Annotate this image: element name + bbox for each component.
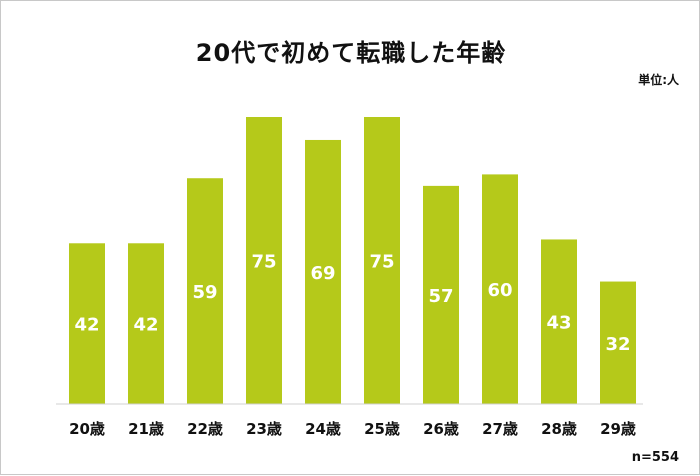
bar-8 xyxy=(482,174,518,404)
bar-value-label-3: 59 xyxy=(192,282,217,303)
category-label-2: 21歳 xyxy=(128,420,164,438)
category-label-9: 28歳 xyxy=(541,420,577,438)
category-label-1: 20歳 xyxy=(69,420,105,438)
bar-value-label-1: 42 xyxy=(74,315,99,336)
bar-value-label-9: 43 xyxy=(546,313,571,334)
category-label-4: 23歳 xyxy=(246,420,282,438)
bar-7 xyxy=(423,185,459,404)
bar-value-label-7: 57 xyxy=(428,286,453,307)
bar-5 xyxy=(305,139,341,404)
category-label-5: 24歳 xyxy=(305,420,341,438)
bar-value-label-6: 75 xyxy=(369,252,394,273)
bar-value-label-8: 60 xyxy=(487,280,512,301)
bar-value-label-5: 69 xyxy=(310,263,335,284)
category-label-10: 29歳 xyxy=(600,420,636,438)
bar-value-label-2: 42 xyxy=(133,315,158,336)
category-label-8: 27歳 xyxy=(482,420,518,438)
unit-label: 単位:人 xyxy=(638,73,679,87)
category-label-6: 25歳 xyxy=(364,420,400,438)
bars-group: 42 42 59 75 69 75 57 60 43 32 xyxy=(69,117,636,404)
bar-value-label-4: 75 xyxy=(251,252,276,273)
category-label-3: 22歳 xyxy=(187,420,223,438)
chart-title: 20代で初めて転職した年齢 xyxy=(195,39,507,67)
category-labels: 20歳 21歳 22歳 23歳 24歳 25歳 26歳 27歳 28歳 29歳 xyxy=(69,420,636,438)
bar-2 xyxy=(128,243,164,404)
bar-6 xyxy=(364,117,400,404)
category-label-7: 26歳 xyxy=(423,420,459,438)
sample-size-note: n=554 xyxy=(631,450,679,465)
bar-1 xyxy=(69,243,105,404)
bar-10 xyxy=(600,281,636,404)
bar-value-label-10: 32 xyxy=(605,334,630,355)
bar-3 xyxy=(187,178,223,404)
bar-4 xyxy=(246,117,282,404)
bar-9 xyxy=(541,239,577,404)
